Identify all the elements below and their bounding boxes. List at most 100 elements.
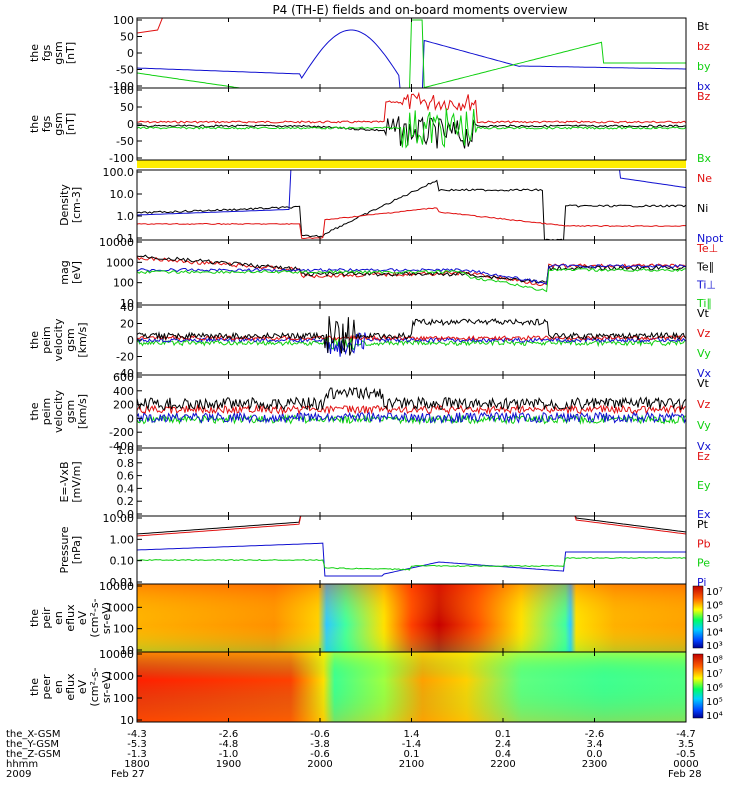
legend-density-Ni: Ni — [697, 202, 708, 215]
legend-fgs2-Bx: Bx — [697, 152, 712, 165]
y-axis-label: sr-eV) — [100, 671, 113, 703]
y-tick-label: 0.1 — [117, 232, 135, 245]
x-axis-value: 0.4 — [495, 749, 511, 760]
colorbar-peer — [692, 653, 704, 719]
y-axis-label: mag — [58, 260, 71, 284]
x-axis-value: 2000 — [307, 759, 332, 770]
line-Teperp — [137, 256, 686, 287]
y-axis-label: (cm²-s- — [88, 667, 101, 706]
legend-pressure-Pi: Pi — [697, 576, 706, 589]
x-axis-value: 3.5 — [678, 739, 694, 750]
legend-fgs-bx: bx — [697, 80, 711, 93]
y-axis-label: the — [28, 44, 41, 62]
line-Ne — [137, 207, 686, 240]
y-axis-label: peir — [40, 607, 53, 629]
panel-frame — [136, 515, 687, 585]
x-axis-row-label: the_Y-GSM — [6, 739, 59, 750]
y-tick-label: 0.01 — [110, 576, 135, 589]
panel-peir: 10⁷ 10⁶ 10⁵ 10⁴ 10³ 10000 1000 100 10 the peir en ef… — [28, 580, 723, 657]
line-Tipar — [137, 267, 686, 293]
y-tick-label: -50 — [116, 135, 134, 148]
y-axis-label: the — [28, 115, 41, 133]
x-axis-value: -2.6 — [219, 729, 239, 740]
y-axis-label: sr-eV) — [100, 602, 113, 634]
y-axis-label: velocity — [52, 390, 65, 433]
y-tick-label: 1000 — [106, 256, 134, 269]
colorbar-tick: 10⁷ — [706, 669, 723, 680]
y-tick-label: 100 — [113, 14, 134, 27]
y-axis-label: [nT] — [64, 113, 77, 135]
y-tick-label: -100 — [109, 152, 134, 165]
legend-vel1-Vx: Vx — [697, 367, 712, 380]
x-axis-value: -0.5 — [676, 749, 696, 760]
y-axis-label: fgs — [40, 44, 53, 61]
x-axis-value: 2100 — [399, 759, 424, 770]
y-axis-label: (cm²-s- — [88, 598, 101, 637]
y-tick-label: 50 — [120, 101, 134, 114]
y-tick-label: 0.0 — [117, 508, 135, 521]
y-tick-label: 100 — [113, 277, 134, 290]
x-axis-value: 2200 — [490, 759, 515, 770]
line-Vx — [137, 332, 686, 357]
x-axis-value: 0.0 — [587, 749, 603, 760]
panel-frame — [136, 169, 687, 241]
y-axis-label: peim — [40, 326, 53, 354]
y-tick-label: 10 — [120, 644, 134, 657]
panel-efield: 1.00.80.60.40.20.0 E=-VxB [mV/m] Ez Ey Ex — [58, 444, 711, 521]
y-tick-label: 100 — [113, 692, 134, 705]
line-Vt2 — [137, 386, 686, 412]
legend-temp-Te∥: Te∥ — [696, 260, 714, 273]
x-axis-value: -0.6 — [310, 729, 330, 740]
line-Pb — [137, 516, 686, 537]
line-bx — [137, 29, 686, 88]
y-axis-label: gsm — [64, 400, 77, 423]
x-axis-value: 2300 — [582, 759, 607, 770]
y-axis-label: [cm-3] — [70, 187, 83, 223]
legend-efield-Ez: Ez — [697, 450, 710, 463]
y-tick-label: 1.0 — [117, 444, 135, 457]
y-axis-label: [km/s] — [76, 394, 89, 429]
panel-peer: 10⁸ 10⁷ 10⁶ 10⁵ 10⁴ 10000 1000 100 10 the peer en ef… — [28, 648, 723, 727]
x-axis-value: 0.1 — [404, 749, 420, 760]
colorbar-tick: 10⁵ — [706, 697, 723, 708]
legend-vel2-Vt: Vt — [697, 377, 710, 390]
chart-title: P4 (TH-E) fields and on-board moments ov… — [272, 3, 567, 17]
line-Vt — [137, 316, 686, 356]
y-axis-label: peer — [40, 674, 53, 700]
y-axis-label: en — [52, 680, 65, 694]
panel-frame — [136, 87, 687, 161]
x-axis-value: -4.3 — [127, 729, 147, 740]
line-Pe — [137, 556, 686, 571]
legend-temp-Te⊥: Te⊥ — [696, 242, 718, 255]
legend-vel1-Vy: Vy — [697, 347, 711, 360]
panel-frame — [136, 447, 687, 517]
y-tick-label: 600 — [113, 371, 134, 384]
x-axis-value: 0.1 — [495, 729, 511, 740]
x-axis-value: -1.0 — [219, 749, 239, 760]
y-axis-label: fgs — [40, 115, 53, 132]
y-axis-label: peim — [40, 398, 53, 426]
y-tick-label: -20 — [116, 351, 134, 364]
x-axis-value: -3.8 — [310, 739, 330, 750]
panel-pressure: 10.00 1.00 0.10 0.01 Pressure [nPa] Pt Pb Pe Pi — [58, 512, 711, 589]
y-tick-label: -50 — [116, 64, 134, 77]
y-axis-label: velocity — [52, 318, 65, 361]
y-tick-label: 40 — [120, 301, 134, 314]
y-tick-label: 0.10 — [110, 555, 135, 568]
y-axis-label: eflux — [64, 604, 77, 632]
legend-density-Npot: Npot — [697, 232, 724, 245]
legend-fgs-Bt: Bt — [697, 20, 710, 33]
colorbar-tick: 10⁴ — [706, 711, 723, 722]
colorbar-tick: 10⁴ — [706, 628, 723, 639]
y-tick-label: 1000 — [106, 601, 134, 614]
colorbar-tick: 10⁶ — [706, 683, 723, 694]
y-tick-label: 10.00 — [103, 512, 135, 525]
legend-fgs-by: by — [697, 60, 711, 73]
legend-fgs-bz: bz — [697, 40, 710, 53]
y-axis-label: the — [28, 609, 41, 627]
y-tick-label: 400 — [113, 385, 134, 398]
colorbar-tick: 10⁵ — [706, 614, 723, 625]
legend-efield-Ex: Ex — [697, 508, 711, 521]
y-tick-label: 0 — [127, 47, 134, 60]
